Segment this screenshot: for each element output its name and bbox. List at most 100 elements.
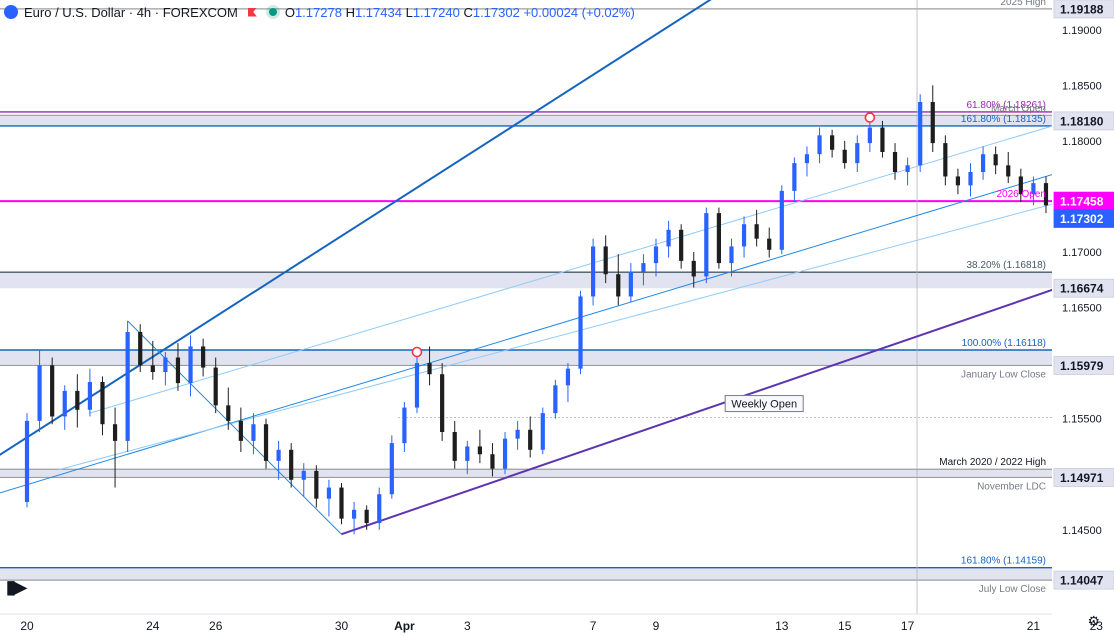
candle-body — [326, 487, 332, 499]
candle-body — [276, 449, 281, 461]
channel-lower-line — [341, 288, 1052, 536]
price-tick-label: 1.18000 — [1062, 136, 1102, 148]
tradingview-watermark-icon: ▮▶ — [6, 577, 27, 597]
candle-body — [528, 429, 533, 450]
candle-body — [842, 149, 847, 164]
time-tick-label: 13 — [775, 619, 789, 633]
price-tag-label: 1.16674 — [1060, 282, 1104, 296]
candle-body — [565, 368, 571, 386]
candle-body — [226, 405, 231, 421]
price-tick-label: 1.18500 — [1062, 80, 1102, 92]
level-label: 161.80% (1.18135) — [961, 114, 1046, 125]
candle-body — [213, 367, 218, 406]
time-tick-label: 7 — [590, 619, 597, 633]
weekly-open-label: Weekly Open — [731, 399, 797, 411]
time-tick-label: 15 — [838, 619, 852, 633]
candle-body — [993, 154, 998, 166]
candle-body — [75, 390, 80, 410]
candle-body — [653, 246, 659, 264]
level-label: November LDC — [977, 481, 1046, 492]
price-tag — [1053, 209, 1114, 228]
candle-body — [792, 163, 797, 191]
candle-body — [880, 127, 885, 152]
candle-body — [540, 413, 545, 450]
candle-body — [553, 385, 558, 414]
candle-body — [704, 213, 709, 277]
candle-body — [339, 487, 344, 519]
candle-body — [1043, 183, 1049, 206]
candle-body — [867, 127, 872, 144]
market-status-icon — [268, 8, 277, 16]
candle-body — [817, 135, 822, 155]
close-label: C — [463, 4, 473, 20]
plot-area — [0, 0, 1052, 614]
candle-body — [616, 274, 621, 297]
time-tick-label: 20 — [20, 619, 34, 633]
decline-line — [127, 320, 342, 535]
candle-body — [351, 509, 357, 519]
time-tick-label: 26 — [209, 619, 223, 633]
time-tick-label: 23 — [1090, 619, 1104, 633]
level-label: 38.20% (1.16818) — [966, 260, 1046, 271]
high-label: H — [345, 4, 355, 20]
zone-nov-band — [0, 469, 1052, 478]
candle-body — [62, 390, 67, 417]
candle-body — [50, 365, 55, 417]
flag-icon[interactable] — [247, 7, 257, 17]
channel-inner-line — [58, 203, 1052, 471]
candle-body — [87, 382, 92, 410]
candle-body — [603, 246, 608, 275]
channel-mid-line — [0, 174, 1052, 494]
candle-body — [918, 102, 923, 166]
signal-marker — [864, 112, 876, 123]
candle-body — [628, 272, 633, 297]
candle-body — [427, 363, 432, 375]
close-value: 1.17302 — [472, 4, 520, 20]
gear-icon[interactable]: ⚙ — [1087, 613, 1100, 629]
price-tag-label: 1.17302 — [1060, 212, 1104, 226]
low-label: L — [405, 4, 413, 20]
candle-body — [440, 374, 445, 432]
zone-july-band — [0, 567, 1052, 581]
time-tick-label: Apr — [394, 619, 415, 633]
candle-body — [980, 154, 986, 172]
level-label: 61.80% (1.18261) — [966, 100, 1046, 111]
price-tick-label: 1.14500 — [1062, 525, 1102, 537]
candle-body — [691, 260, 696, 277]
candle-body — [314, 470, 319, 499]
candle-body — [641, 263, 646, 272]
candle-body — [24, 420, 30, 502]
candle-body — [830, 135, 835, 150]
candle-body — [263, 424, 269, 461]
candle-body — [289, 449, 294, 480]
price-tag-label: 1.17458 — [1060, 195, 1104, 209]
zone-38-band — [0, 272, 1052, 289]
price-tag — [1053, 111, 1114, 131]
symbol-title[interactable]: Euro / U.S. Dollar · 4h · FOREXCOM — [24, 4, 238, 20]
price-axis-bg — [1052, 0, 1114, 636]
candle-body — [905, 165, 910, 172]
candle-body — [1006, 165, 1011, 177]
price-tick-label: 1.19000 — [1062, 25, 1102, 37]
channel-upper-line — [0, 0, 712, 456]
candle-body — [679, 229, 684, 261]
price-tag-label: 1.14971 — [1060, 471, 1104, 485]
price-tag-label: 1.18180 — [1060, 114, 1104, 128]
open-label: O — [284, 4, 295, 20]
candle-body — [163, 357, 168, 372]
price-tick-label: 1.16500 — [1062, 303, 1102, 315]
low-value: 1.17240 — [412, 4, 460, 20]
chart-header: Euro / U.S. Dollar · 4h · FOREXCOM O 1.17… — [0, 0, 635, 24]
zone-100-band — [0, 350, 1052, 366]
price-tag-label: 1.15979 — [1060, 359, 1104, 373]
level-label: 100.00% (1.16118) — [962, 338, 1046, 349]
level-label: 2025 High — [1000, 0, 1046, 8]
candle-body — [930, 102, 935, 144]
tradingview-logo-icon[interactable] — [4, 5, 18, 19]
candle-body — [779, 190, 784, 250]
candle-body — [238, 420, 243, 441]
candle-body — [754, 224, 759, 239]
channel-inner-line — [89, 125, 1052, 414]
time-tick-label: 9 — [653, 619, 660, 633]
